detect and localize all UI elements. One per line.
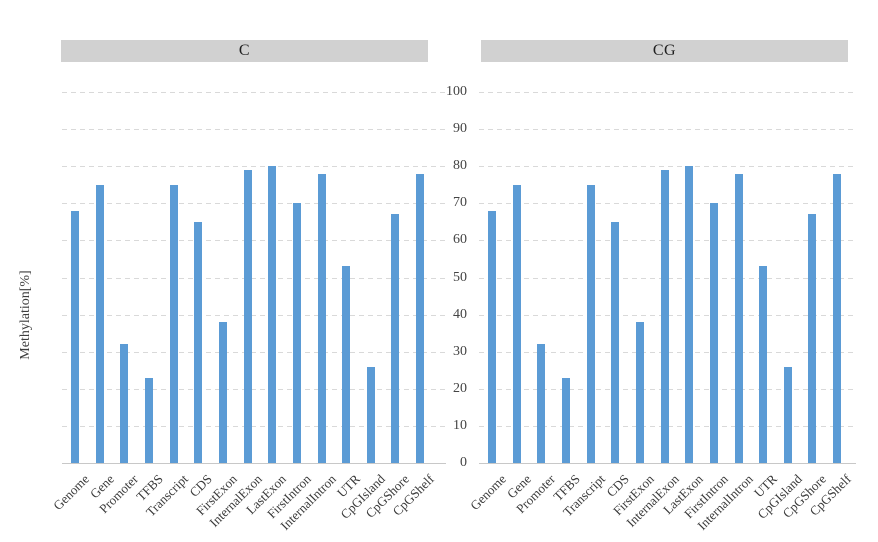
bar-C-CDS [194,221,203,463]
bar-CG-Transcript [586,184,595,463]
gridline-C-40 [62,314,446,316]
x-axis-line-C [62,463,446,464]
y-axis-tick-label-10: 10 [453,417,467,433]
y-axis-tick-label-50: 50 [453,269,467,285]
bar-CG-UTR [759,266,768,463]
y-axis-tick-label-30: 30 [453,343,467,359]
bar-CG-Promoter [537,344,546,463]
gridline-C-10 [62,425,446,427]
y-axis-tick-label-90: 90 [453,121,467,137]
bar-C-FirstExon [218,322,227,463]
y-axis-title: Methylation[%] [18,270,33,360]
x-axis-label-C-Genome: Genome [50,471,92,514]
bar-CG-CpGShelf [833,173,842,463]
y-axis-tick-label-70: 70 [453,195,467,211]
bar-C-UTR [342,266,351,463]
gridline-C-100 [62,92,446,93]
y-axis-tick-label-0: 0 [460,455,467,470]
bar-CG-CpGIsland [783,366,792,463]
gridline-C-80 [62,166,446,168]
bar-C-CpGShelf [416,173,425,463]
gridline-C-90 [62,129,446,131]
y-axis-tick-label-20: 20 [453,380,467,396]
bar-CG-CDS [611,221,620,463]
bar-CG-TFBS [561,377,570,463]
x-axis-label-CG-Genome: Genome [467,471,509,514]
bar-C-LastExon [268,166,277,463]
y-axis-tick-label-60: 60 [453,232,467,248]
y-axis-tick-label-40: 40 [453,306,467,322]
panel-header-cg: CG [481,40,848,62]
bar-C-Transcript [169,184,178,463]
y-axis-tick-label-100: 100 [446,84,467,99]
bar-CG-Genome [488,210,496,463]
bar-C-Promoter [120,344,129,463]
bar-CG-LastExon [685,166,694,463]
bar-C-TFBS [144,377,153,463]
gridline-C-30 [62,351,446,353]
gridline-C-70 [62,203,446,205]
bar-CG-InternalExon [660,169,669,463]
gridline-C-60 [62,240,446,242]
bar-C-CpGIsland [366,366,375,463]
bar-CG-FirstIntron [709,203,718,463]
panel-header-c: C [61,40,428,62]
bar-C-Gene [95,184,104,463]
x-axis-line-CG [479,463,856,464]
gridline-CG-100 [479,92,856,93]
bar-CG-CpGShore [808,214,817,463]
bar-CG-Gene [512,184,521,463]
bar-C-InternalExon [243,169,252,463]
bar-C-InternalIntron [317,173,326,463]
gridline-CG-90 [479,129,856,131]
bar-C-Genome [71,210,79,463]
gridline-C-20 [62,388,446,390]
bar-CG-FirstExon [635,322,644,463]
bar-C-FirstIntron [292,203,301,463]
y-axis-tick-label-80: 80 [453,158,467,174]
gridline-C-50 [62,277,446,279]
bar-CG-InternalIntron [734,173,743,463]
gridline-CG-80 [479,166,856,168]
bar-C-CpGShore [391,214,400,463]
